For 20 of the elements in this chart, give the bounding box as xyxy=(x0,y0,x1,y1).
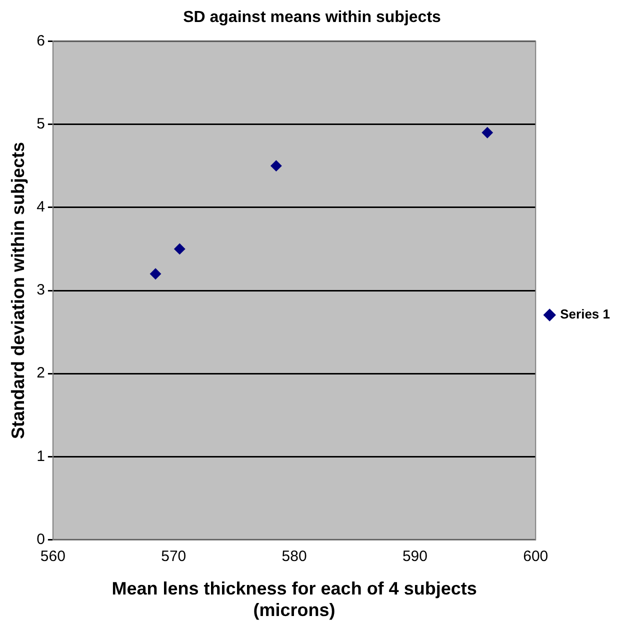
y-tick-label: 6 xyxy=(36,32,45,50)
y-tick-label: 4 xyxy=(36,198,45,216)
point xyxy=(270,160,282,172)
x-tick-label: 560 xyxy=(40,548,66,565)
y-tick-label: 5 xyxy=(36,115,45,132)
point xyxy=(482,127,493,138)
x-tick-label: 580 xyxy=(282,548,307,565)
x-axis-title: Mean lens thickness for each of 4 subjects (microns) xyxy=(112,578,477,620)
y-tick-label: 2 xyxy=(36,364,45,382)
x-tick-label: 590 xyxy=(402,548,428,565)
x-tick-label: 570 xyxy=(161,548,186,565)
y-tick-label: 3 xyxy=(36,282,45,299)
y-axis-title: Standard deviation within subjects xyxy=(8,142,28,440)
point xyxy=(174,243,186,254)
x-tick-label: 600 xyxy=(523,548,548,565)
y-tick-label: 0 xyxy=(36,530,45,548)
legend-label: Series 1 xyxy=(560,306,610,322)
chart-title: SD against means within subjects xyxy=(183,9,442,26)
point xyxy=(150,268,162,280)
y-tick-label: 1 xyxy=(36,448,45,465)
